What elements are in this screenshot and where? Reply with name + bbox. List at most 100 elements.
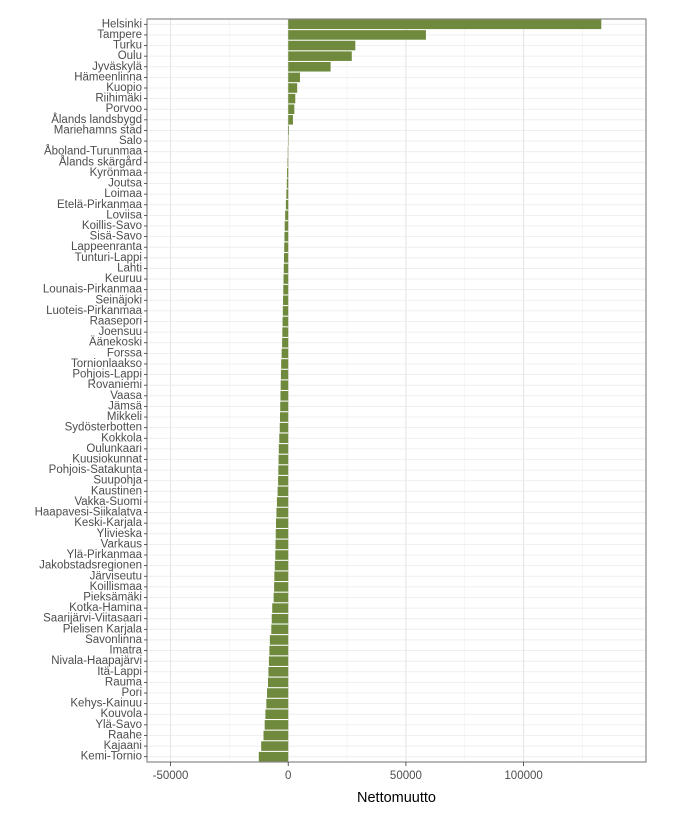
y-tick-label: Mariehamns stad [54, 124, 142, 136]
y-tick-label: Kemi-Tornio [81, 751, 142, 763]
bar-51 [274, 560, 289, 571]
y-tick-label: Kotka-Hamina [69, 602, 142, 614]
bar-10 [288, 125, 289, 136]
y-tick-label: Sydösterbotten [65, 422, 142, 434]
bar-45 [276, 497, 289, 507]
bar-65 [265, 709, 289, 720]
y-tick-label: Raahe [108, 729, 142, 741]
y-tick-label: Kehys-Kainuu [70, 698, 142, 710]
bar-42 [278, 465, 289, 475]
y-tick-label: Keuruu [105, 273, 142, 285]
bar-66 [264, 720, 289, 730]
y-tick-label: Lounais-Pirkanmaa [43, 284, 143, 296]
y-tick-label: Ålands skärgård [59, 155, 142, 168]
y-tick-label: Savonlinna [85, 634, 143, 646]
y-tick-label: Sisä-Savo [90, 231, 142, 243]
bar-31 [281, 348, 289, 359]
bar-29 [282, 327, 289, 337]
y-tick-label: Seinäjoki [95, 294, 142, 306]
bar-13 [287, 157, 289, 168]
bar-2 [288, 40, 356, 51]
y-tick-label: Koillismaa [90, 581, 143, 593]
y-tick-label: Lahti [117, 262, 142, 274]
x-tick-label: -50000 [153, 770, 189, 782]
bar-27 [282, 306, 289, 316]
y-tick-label: Ylivieska [97, 528, 143, 540]
y-tick-label: Haapavesi-Siikalatva [35, 507, 143, 519]
bar-6 [288, 83, 298, 93]
bar-22 [283, 253, 289, 263]
y-tick-label: Pielisen Karjala [63, 623, 143, 635]
y-tick-label: Loimaa [104, 188, 142, 200]
bar-23 [283, 263, 289, 274]
y-tick-label: Åboland-Turunmaa [44, 145, 143, 158]
bar-46 [276, 507, 289, 518]
bar-7 [288, 93, 296, 104]
bar-50 [275, 550, 289, 560]
y-tick-label: Forssa [107, 347, 143, 359]
bar-41 [278, 454, 289, 465]
bar-33 [280, 369, 289, 380]
bar-52 [274, 571, 289, 582]
bar-40 [278, 444, 289, 454]
bar-44 [277, 486, 289, 497]
bar-35 [280, 391, 289, 401]
panel-border [146, 18, 647, 763]
y-tick-label: Etelä-Pirkanmaa [57, 199, 143, 211]
y-tick-label: Ålands landsbygd [51, 113, 142, 126]
bar-1 [288, 30, 426, 40]
bar-62 [267, 677, 289, 688]
bar-53 [274, 582, 289, 592]
y-tick-label: Kokkola [101, 432, 143, 444]
bar-58 [269, 635, 289, 645]
y-tick-label: Koillis-Savo [82, 220, 142, 232]
bar-69 [258, 751, 289, 762]
y-tick-label: Ylä-Savo [95, 719, 142, 731]
x-tick-label: 0 [285, 770, 291, 782]
y-tick-label: Porvoo [106, 103, 142, 115]
bar-19 [284, 221, 289, 231]
bar-16 [286, 189, 289, 199]
bar-39 [279, 433, 289, 444]
y-tick-label: Saarijärvi-Viitasaari [43, 613, 142, 625]
bar-63 [267, 688, 289, 698]
bar-47 [275, 518, 289, 528]
y-tick-label: Joutsa [108, 178, 142, 190]
bar-28 [282, 316, 289, 327]
y-tick-label: Jämsä [108, 400, 142, 412]
bar-34 [280, 380, 289, 390]
y-tick-label: Jyväskylä [92, 61, 142, 73]
y-tick-label: Rauma [105, 676, 143, 688]
y-tick-label: Suupohja [93, 475, 142, 487]
y-tick-label: Pohjois-Lappi [72, 369, 142, 381]
bar-38 [279, 422, 289, 433]
bar-61 [268, 667, 289, 677]
y-tick-label: Itä-Lappi [97, 666, 142, 678]
bar-54 [273, 592, 289, 603]
y-tick-label: Tampere [97, 29, 142, 41]
y-tick-label: Kyrönmaa [90, 167, 143, 179]
y-tick-label: Raasepori [90, 316, 142, 328]
bar-67 [263, 730, 289, 741]
bar-25 [283, 284, 289, 295]
bar-8 [288, 104, 295, 114]
bar-14 [287, 168, 289, 178]
y-tick-label: Kajaani [104, 740, 142, 752]
y-tick-label: Lappeenranta [71, 241, 143, 253]
y-tick-label: Vakka-Suomi [74, 496, 142, 508]
y-tick-label: Hämeenlinna [74, 71, 142, 83]
bar-30 [282, 337, 289, 348]
y-tick-label: Äänekoski [89, 337, 142, 349]
bar-64 [266, 698, 289, 709]
y-tick-label: Salo [119, 135, 142, 147]
y-tick-label: Kaustinen [91, 485, 142, 497]
y-tick-label: Loviisa [106, 209, 142, 221]
y-tick-label: Tunturi-Lappi [75, 252, 142, 264]
bar-0 [288, 19, 602, 30]
bar-43 [278, 475, 289, 486]
y-tick-label: Riihimäki [95, 93, 142, 105]
bar-17 [285, 199, 289, 210]
y-tick-label: Luoteis-Pirkanmaa [46, 305, 142, 317]
